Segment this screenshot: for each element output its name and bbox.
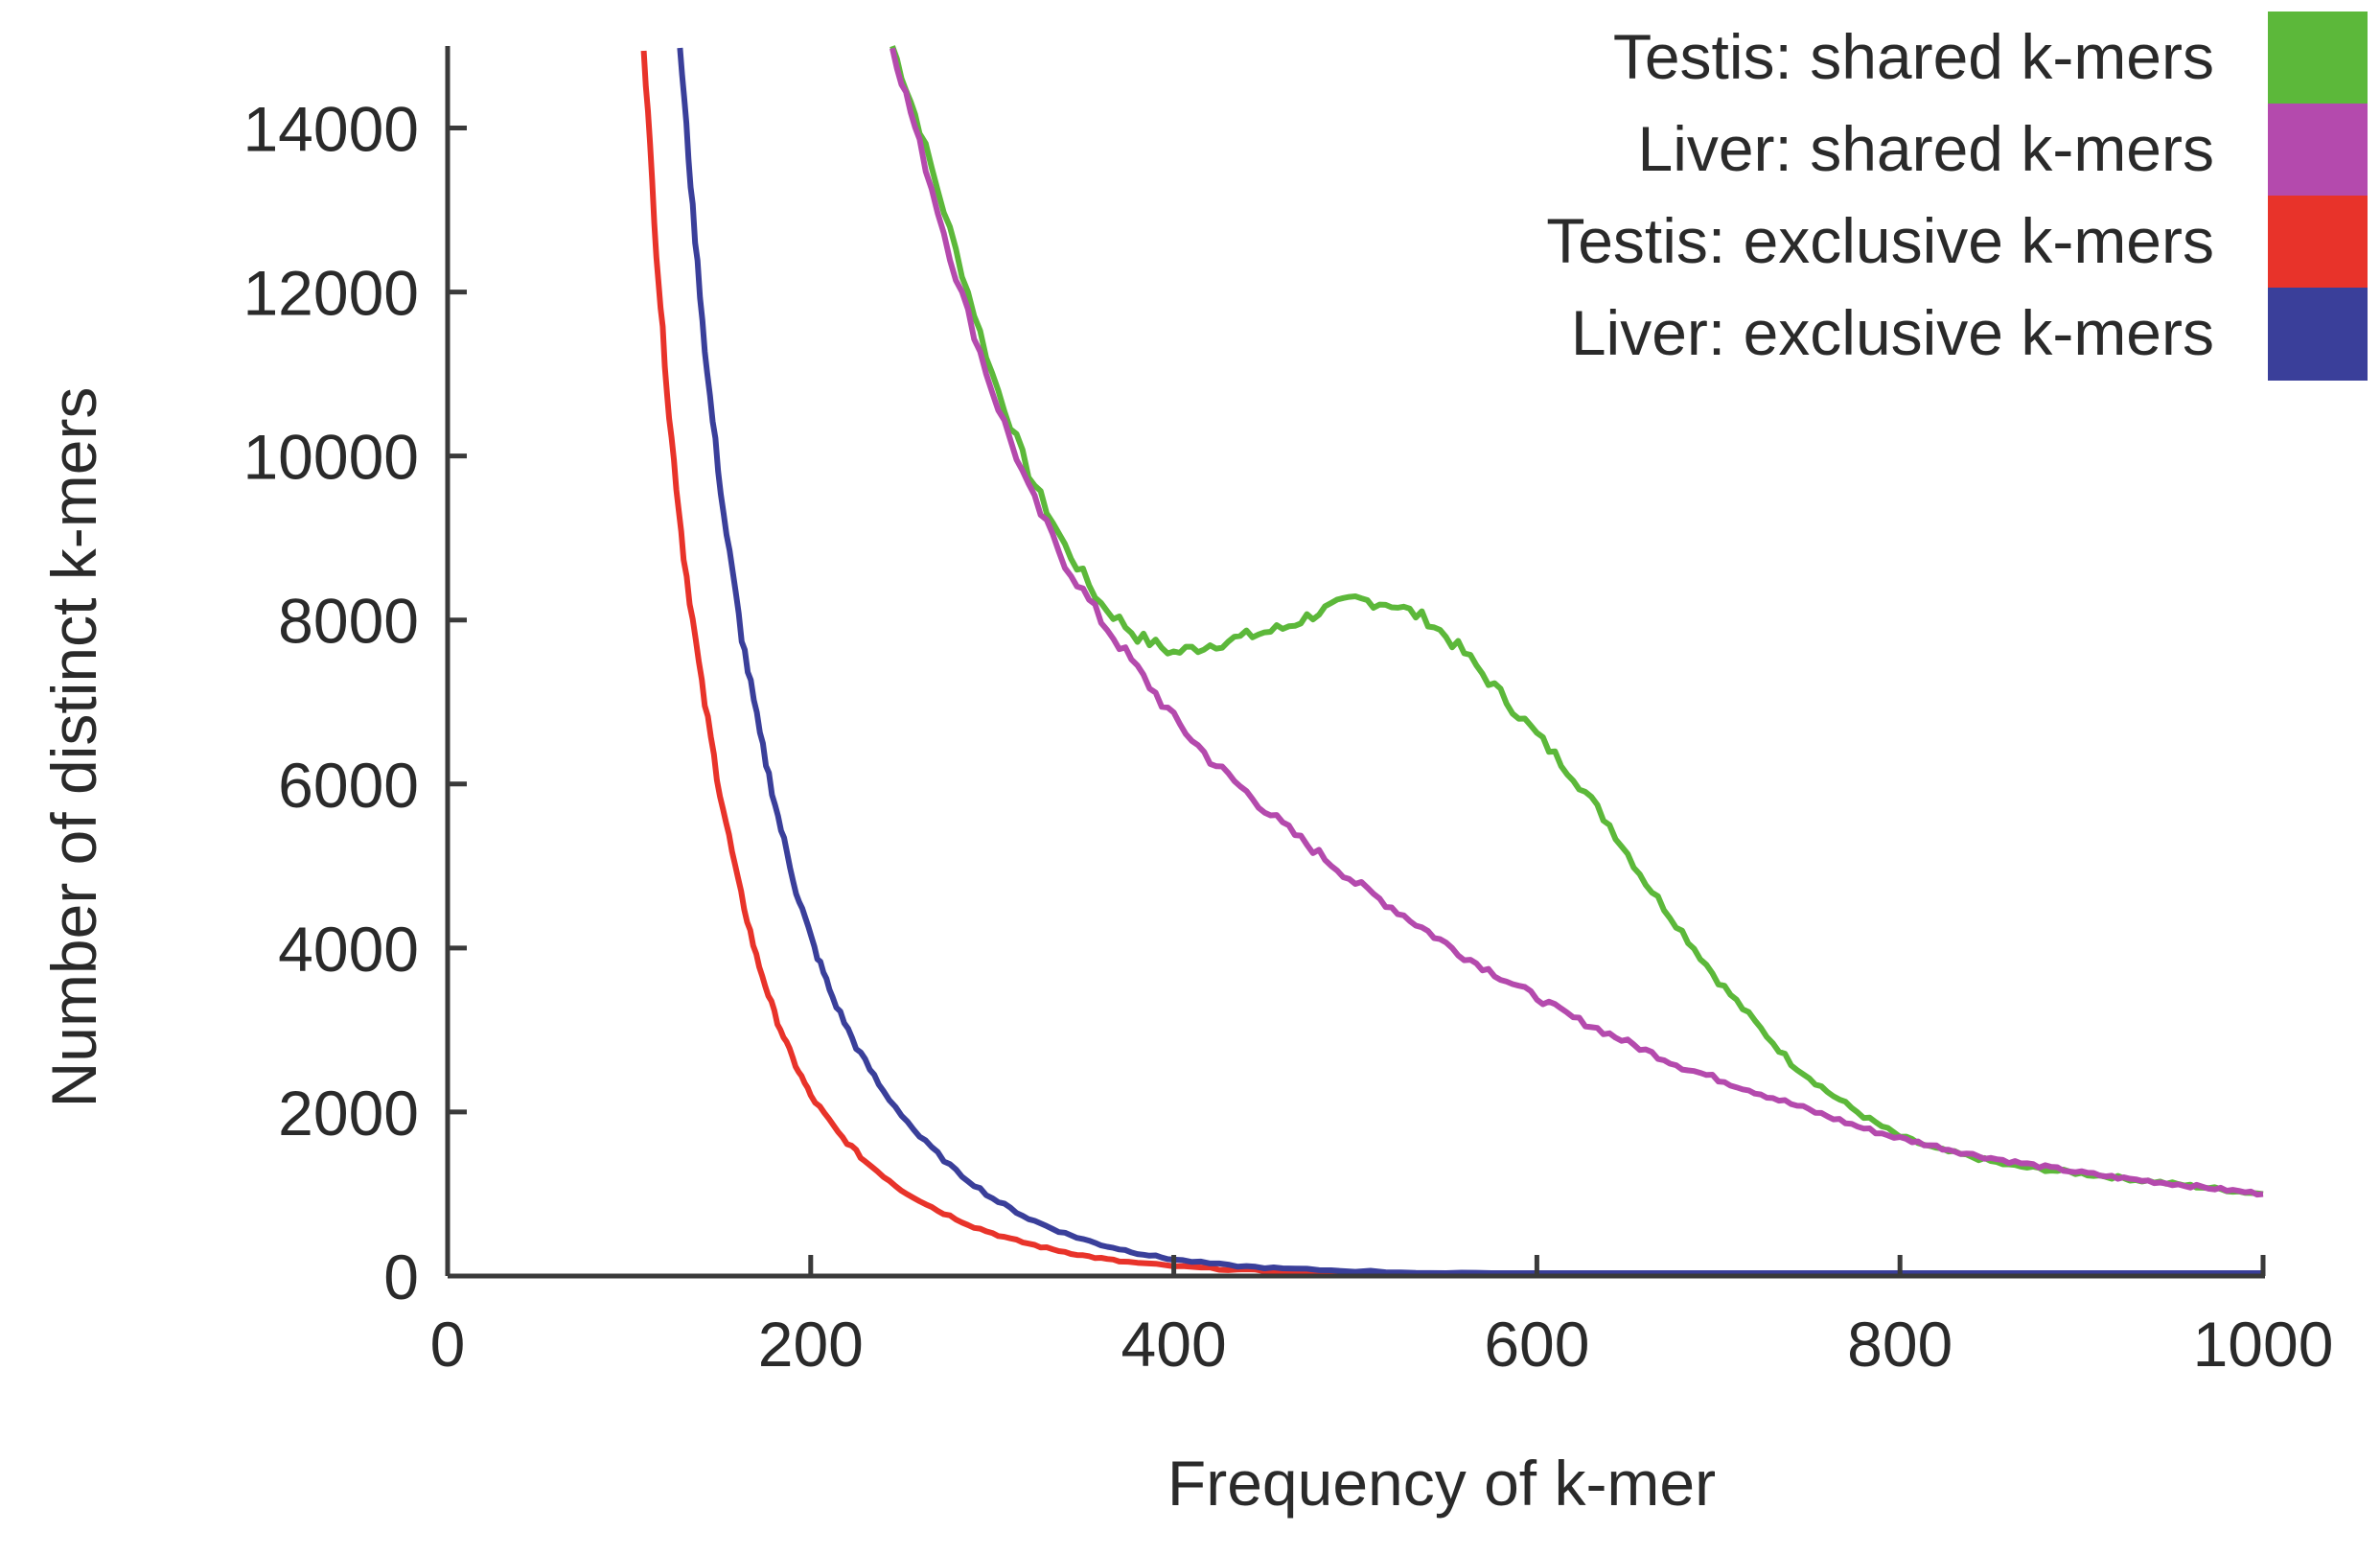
legend-label: Liver: shared k-mers	[1637, 113, 2214, 184]
series-line-4	[677, 47, 2263, 1276]
x-tick-label: 400	[1121, 1309, 1227, 1380]
y-tick-label: 0	[383, 1242, 419, 1312]
x-tick-label: 1000	[2193, 1309, 2334, 1380]
x-tick-label: 600	[1484, 1309, 1589, 1380]
series-line-2	[890, 47, 2264, 1198]
legend-swatch	[2268, 288, 2368, 381]
y-tick-label: 6000	[278, 750, 419, 821]
legend-swatch	[2268, 104, 2368, 197]
legend: Testis: shared k-mers Liver: shared k-mer…	[1546, 12, 2368, 381]
y-axis-label: Number of distinct k-mers	[38, 387, 109, 1108]
legend-swatch	[2268, 196, 2368, 289]
y-tick-label: 8000	[278, 586, 419, 657]
y-tick-label: 10000	[243, 422, 419, 493]
x-tick-label: 800	[1847, 1309, 1953, 1380]
x-axis-ticks: 0 200 400 600 800 1000	[430, 1255, 2334, 1380]
y-tick-label: 4000	[278, 914, 419, 985]
y-tick-label: 14000	[243, 94, 419, 165]
legend-label: Liver: exclusive k-mers	[1571, 297, 2214, 368]
legend-label: Testis: exclusive k-mers	[1546, 205, 2214, 276]
y-tick-label: 12000	[243, 258, 419, 329]
y-tick-label: 2000	[278, 1078, 419, 1149]
plot-lines	[640, 45, 2264, 1276]
x-tick-label: 0	[430, 1309, 466, 1380]
x-tick-label: 200	[758, 1309, 864, 1380]
legend-swatch	[2268, 12, 2368, 104]
x-axis-label: Frequency of k-mer	[1167, 1448, 1716, 1519]
y-axis-ticks: 0 2000 4000 6000 8000 10000 12000 14000	[243, 94, 467, 1312]
legend-label: Testis: shared k-mers	[1613, 21, 2214, 92]
axes: 0 200 400 600 800 1000 0 2000 4000 6000 8000 10000…	[243, 46, 2333, 1380]
